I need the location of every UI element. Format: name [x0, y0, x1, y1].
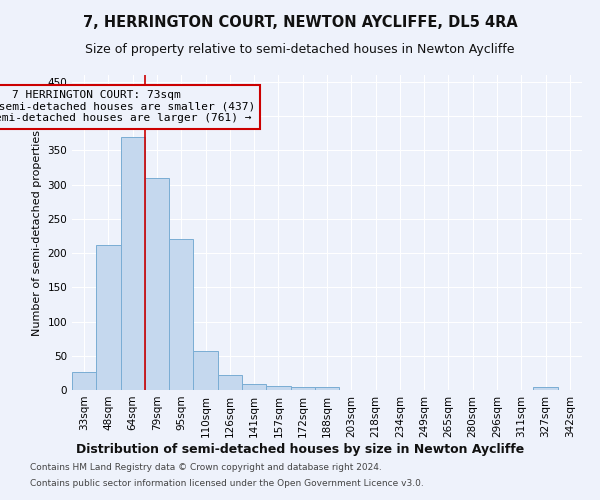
Bar: [96, 245, 121, 390]
Text: Contains public sector information licensed under the Open Government Licence v3: Contains public sector information licen…: [30, 478, 424, 488]
Text: 7 HERRINGTON COURT: 73sqm
← 36% of semi-detached houses are smaller (437)
62% of: 7 HERRINGTON COURT: 73sqm ← 36% of semi-…: [0, 90, 255, 124]
Bar: [533, 388, 558, 390]
Bar: [290, 388, 315, 390]
Text: Size of property relative to semi-detached houses in Newton Aycliffe: Size of property relative to semi-detach…: [85, 42, 515, 56]
Bar: [315, 388, 339, 390]
Bar: [218, 375, 242, 390]
Bar: [72, 372, 96, 390]
Bar: [266, 386, 290, 390]
Bar: [242, 384, 266, 390]
Text: 7, HERRINGTON COURT, NEWTON AYCLIFFE, DL5 4RA: 7, HERRINGTON COURT, NEWTON AYCLIFFE, DL…: [83, 15, 517, 30]
Bar: [193, 351, 218, 390]
Text: Distribution of semi-detached houses by size in Newton Aycliffe: Distribution of semi-detached houses by …: [76, 442, 524, 456]
Text: Contains HM Land Registry data © Crown copyright and database right 2024.: Contains HM Land Registry data © Crown c…: [30, 464, 382, 472]
Y-axis label: Number of semi-detached properties: Number of semi-detached properties: [32, 130, 42, 336]
Bar: [121, 136, 145, 390]
Bar: [145, 178, 169, 390]
Bar: [169, 240, 193, 390]
